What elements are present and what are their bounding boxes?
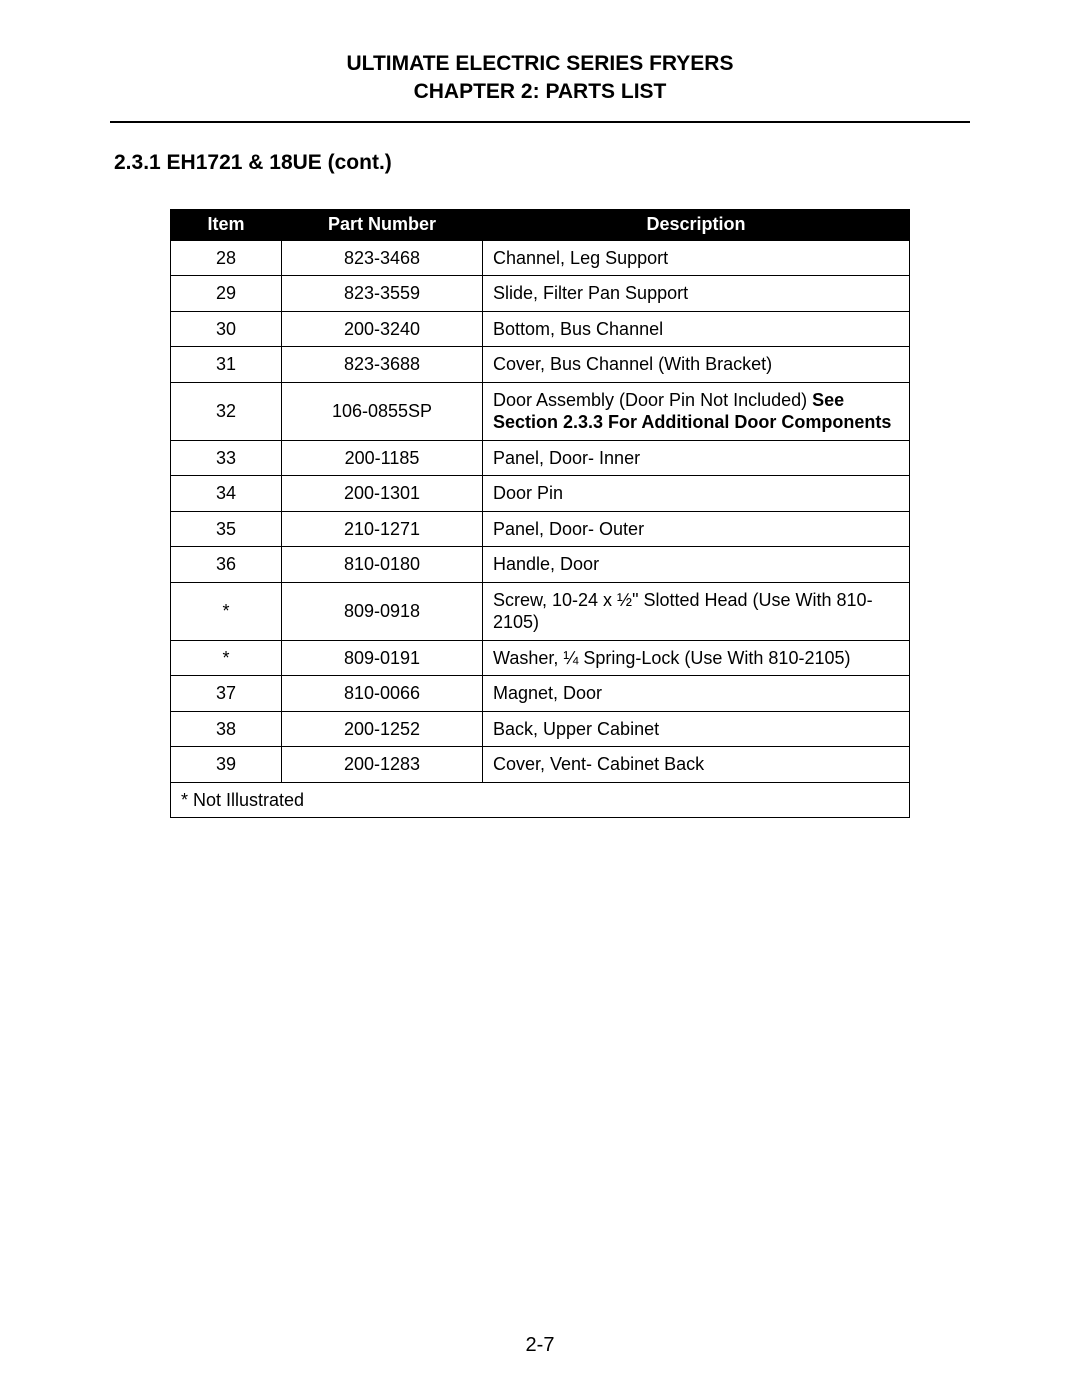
table-row: 31823-3688Cover, Bus Channel (With Brack… — [171, 347, 910, 383]
header-rule — [110, 121, 970, 123]
cell-item: 39 — [171, 747, 282, 783]
col-part-number: Part Number — [282, 209, 483, 240]
cell-description: Door Pin — [483, 476, 910, 512]
table-row: 30200-3240Bottom, Bus Channel — [171, 311, 910, 347]
parts-table: Item Part Number Description 28823-3468C… — [170, 209, 910, 819]
table-row: 28823-3468Channel, Leg Support — [171, 240, 910, 276]
cell-item: 36 — [171, 547, 282, 583]
cell-description: Slide, Filter Pan Support — [483, 276, 910, 312]
cell-item: 30 — [171, 311, 282, 347]
cell-item: 32 — [171, 382, 282, 440]
cell-part-number: 106-0855SP — [282, 382, 483, 440]
header-line-1: ULTIMATE ELECTRIC SERIES FRYERS — [110, 50, 970, 78]
cell-item: 38 — [171, 711, 282, 747]
table-footnote-row: * Not Illustrated — [171, 782, 910, 818]
table-row: 37810-0066Magnet, Door — [171, 676, 910, 712]
cell-description: Bottom, Bus Channel — [483, 311, 910, 347]
table-row: 29823-3559Slide, Filter Pan Support — [171, 276, 910, 312]
cell-part-number: 823-3559 — [282, 276, 483, 312]
cell-part-number: 200-1252 — [282, 711, 483, 747]
table-row: 34200-1301Door Pin — [171, 476, 910, 512]
table-row: 35210-1271Panel, Door- Outer — [171, 511, 910, 547]
cell-description: Screw, 10-24 x ½" Slotted Head (Use With… — [483, 582, 910, 640]
cell-part-number: 200-1283 — [282, 747, 483, 783]
cell-description: Channel, Leg Support — [483, 240, 910, 276]
cell-description: Panel, Door- Outer — [483, 511, 910, 547]
cell-item: 33 — [171, 440, 282, 476]
table-row: *809-0918Screw, 10-24 x ½" Slotted Head … — [171, 582, 910, 640]
cell-description: Back, Upper Cabinet — [483, 711, 910, 747]
cell-item: 37 — [171, 676, 282, 712]
table-row: 38200-1252Back, Upper Cabinet — [171, 711, 910, 747]
cell-item: * — [171, 582, 282, 640]
table-row: 36810-0180Handle, Door — [171, 547, 910, 583]
table-row: 33200-1185Panel, Door- Inner — [171, 440, 910, 476]
section-heading: 2.3.1 EH1721 & 18UE (cont.) — [114, 151, 970, 175]
cell-part-number: 823-3468 — [282, 240, 483, 276]
cell-description: Handle, Door — [483, 547, 910, 583]
cell-item: 34 — [171, 476, 282, 512]
page-number: 2-7 — [0, 1334, 1080, 1357]
cell-description: Cover, Vent- Cabinet Back — [483, 747, 910, 783]
table-header-row: Item Part Number Description — [171, 209, 910, 240]
page: ULTIMATE ELECTRIC SERIES FRYERS CHAPTER … — [0, 0, 1080, 1397]
cell-description: Cover, Bus Channel (With Bracket) — [483, 347, 910, 383]
document-header: ULTIMATE ELECTRIC SERIES FRYERS CHAPTER … — [110, 50, 970, 107]
desc-text: Door Assembly (Door Pin Not Included) — [493, 390, 812, 410]
cell-part-number: 200-1185 — [282, 440, 483, 476]
cell-item: * — [171, 640, 282, 676]
cell-description: Washer, ¼ Spring-Lock (Use With 810-2105… — [483, 640, 910, 676]
cell-description: Door Assembly (Door Pin Not Included) Se… — [483, 382, 910, 440]
table-footnote: * Not Illustrated — [171, 782, 910, 818]
cell-description: Panel, Door- Inner — [483, 440, 910, 476]
cell-part-number: 809-0918 — [282, 582, 483, 640]
cell-part-number: 810-0180 — [282, 547, 483, 583]
table-row: 32106-0855SPDoor Assembly (Door Pin Not … — [171, 382, 910, 440]
cell-part-number: 823-3688 — [282, 347, 483, 383]
cell-part-number: 809-0191 — [282, 640, 483, 676]
table-row: 39200-1283Cover, Vent- Cabinet Back — [171, 747, 910, 783]
cell-description: Magnet, Door — [483, 676, 910, 712]
cell-part-number: 210-1271 — [282, 511, 483, 547]
col-item: Item — [171, 209, 282, 240]
cell-part-number: 810-0066 — [282, 676, 483, 712]
cell-item: 31 — [171, 347, 282, 383]
table-row: *809-0191Washer, ¼ Spring-Lock (Use With… — [171, 640, 910, 676]
cell-part-number: 200-1301 — [282, 476, 483, 512]
cell-part-number: 200-3240 — [282, 311, 483, 347]
cell-item: 28 — [171, 240, 282, 276]
header-line-2: CHAPTER 2: PARTS LIST — [110, 78, 970, 106]
cell-item: 35 — [171, 511, 282, 547]
cell-item: 29 — [171, 276, 282, 312]
col-description: Description — [483, 209, 910, 240]
